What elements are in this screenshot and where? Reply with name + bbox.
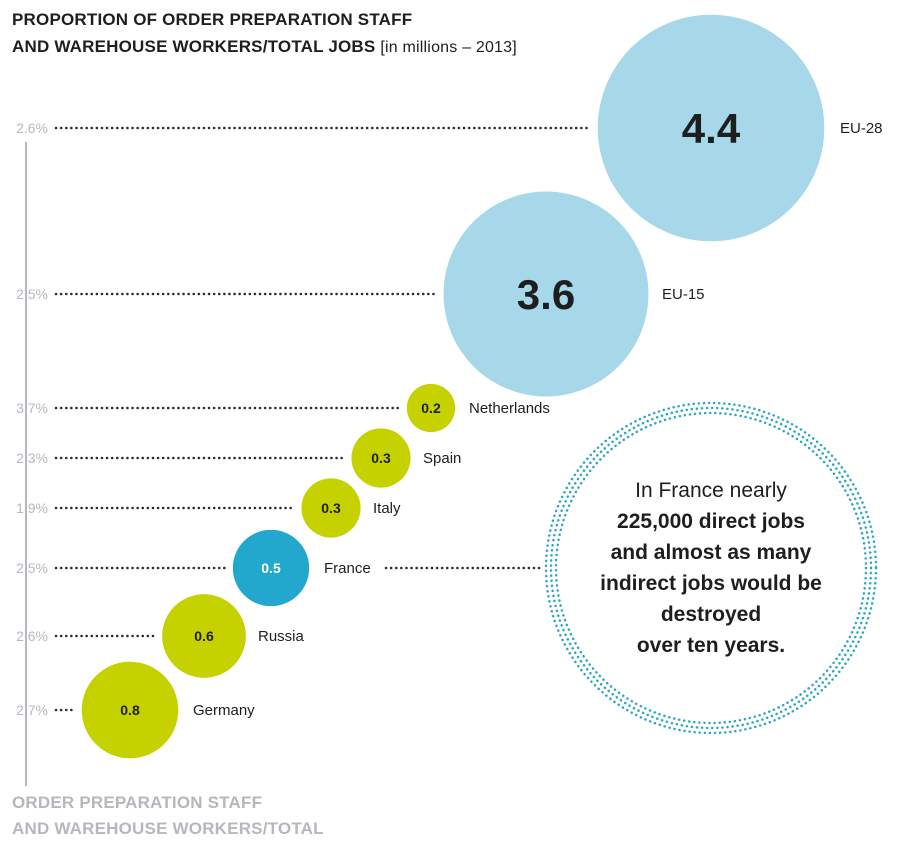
category-label-france: France xyxy=(324,560,371,577)
callout-line-5: destroyed xyxy=(660,603,762,626)
axis-caption-line2: AND WAREHOUSE WORKERS/TOTAL xyxy=(12,819,324,838)
value-label-eu-28: 4.4 xyxy=(682,105,741,152)
category-label-russia: Russia xyxy=(258,628,305,645)
value-label-russia: 0.6 xyxy=(194,628,214,644)
chart-title-line2-text: AND WAREHOUSE WORKERS/TOTAL JOBS xyxy=(12,37,376,56)
share-label-eu-28: 2.6% xyxy=(16,120,48,136)
callout-line-4: indirect jobs would be xyxy=(600,572,822,595)
category-label-germany: Germany xyxy=(193,702,255,719)
share-label-france: 2.5% xyxy=(16,560,48,576)
category-label-netherlands: Netherlands xyxy=(469,400,550,417)
bubble-russia xyxy=(162,594,246,678)
callout-line-2: 225,000 direct jobs xyxy=(617,510,805,533)
share-label-italy: 1.9% xyxy=(16,500,48,516)
share-label-netherlands: 3.7% xyxy=(16,400,48,416)
bubble-france xyxy=(232,529,310,607)
bubble-eu-28 xyxy=(597,14,825,242)
chart-title-line1: PROPORTION OF ORDER PREPARATION STAFF xyxy=(12,10,413,29)
share-label-russia: 2.6% xyxy=(16,628,48,644)
category-label-eu-28: EU-28 xyxy=(840,120,883,137)
chart-title-line2: AND WAREHOUSE WORKERS/TOTAL JOBS [in mil… xyxy=(12,33,517,61)
bubble-netherlands xyxy=(406,383,456,433)
share-label-spain: 2.3% xyxy=(16,450,48,466)
bubble-spain xyxy=(351,428,411,488)
value-label-italy: 0.3 xyxy=(321,500,341,516)
bubble-eu-15 xyxy=(443,191,649,397)
value-label-spain: 0.3 xyxy=(371,450,391,466)
chart-title: PROPORTION OF ORDER PREPARATION STAFF AN… xyxy=(12,6,517,61)
category-label-italy: Italy xyxy=(373,500,401,517)
axis-caption-line1: ORDER PREPARATION STAFF xyxy=(12,793,263,812)
callout-ring-middle xyxy=(549,406,873,730)
axis-caption: ORDER PREPARATION STAFF AND WAREHOUSE WO… xyxy=(12,790,324,842)
callout-line-3: and almost as many xyxy=(610,541,812,564)
value-label-eu-15: 3.6 xyxy=(517,271,575,318)
share-label-germany: 2.7% xyxy=(16,702,48,718)
category-label-spain: Spain xyxy=(423,450,461,467)
callout-ring-outer xyxy=(544,401,878,735)
value-label-france: 0.5 xyxy=(261,560,281,576)
bubble-germany xyxy=(81,661,179,759)
value-label-germany: 0.8 xyxy=(120,702,140,718)
callout-ring-inner xyxy=(554,411,868,725)
value-label-netherlands: 0.2 xyxy=(421,400,441,416)
callout-line-6: over ten years. xyxy=(636,634,786,657)
bubble-italy xyxy=(301,478,361,538)
france-callout: In France nearly 225,000 direct jobs and… xyxy=(553,410,869,726)
category-label-eu-15: EU-15 xyxy=(662,286,705,303)
share-label-eu-15: 2.5% xyxy=(16,286,48,302)
callout-line-1: In France nearly xyxy=(635,479,787,502)
chart-title-unit: [in millions – 2013] xyxy=(380,39,517,56)
